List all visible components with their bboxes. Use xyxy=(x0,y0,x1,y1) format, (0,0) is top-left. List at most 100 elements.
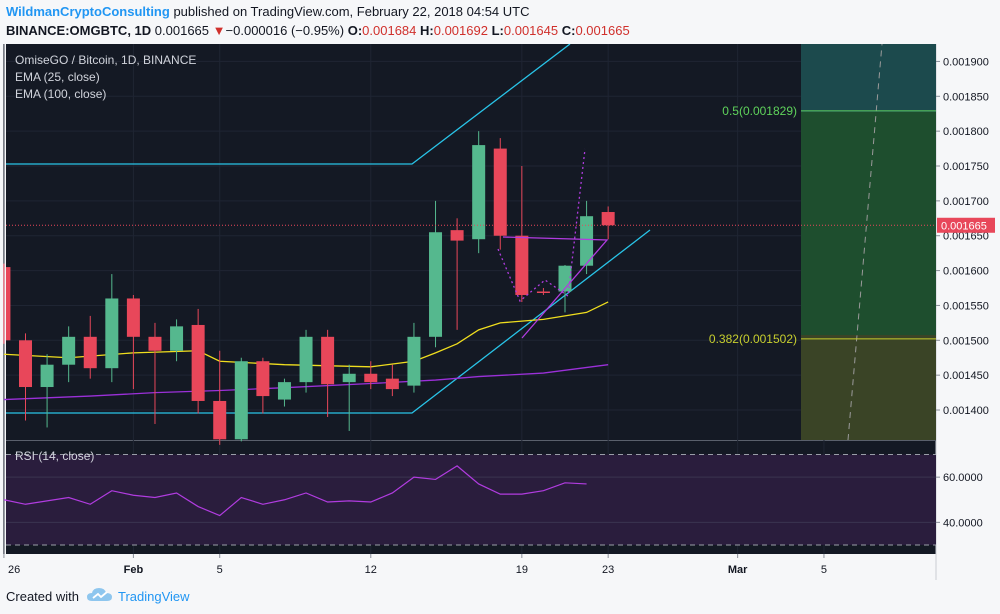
close-label: C: xyxy=(561,23,576,38)
price-change: −0.000016 (−0.95%) xyxy=(225,23,345,38)
publish-info: published on TradingView.com, February 2… xyxy=(173,4,530,19)
wedge-lines[interactable] xyxy=(502,236,609,339)
rsi-indicator: 60.0000 40.0000 xyxy=(3,454,983,546)
channel-upper-line[interactable] xyxy=(6,44,571,165)
projection-dashed-line xyxy=(847,44,883,441)
last-price-tag-text: 0.001665 xyxy=(941,220,987,232)
candle-body xyxy=(385,378,399,390)
candle[interactable] xyxy=(385,364,399,397)
candle[interactable] xyxy=(148,322,162,424)
candle[interactable] xyxy=(342,364,356,431)
legend-title: OmiseGO / Bitcoin, 1D, BINANCE xyxy=(15,53,196,67)
price-tick-label: 0.001800 xyxy=(943,126,989,138)
candle-body xyxy=(407,336,421,386)
price-scale[interactable]: 0.001900 0.001850 0.001800 0.001750 0.001700… xyxy=(936,56,989,417)
candle-body xyxy=(493,148,507,236)
candle[interactable] xyxy=(234,357,248,442)
rsi-legend[interactable]: RSI (14, close) xyxy=(15,449,94,463)
price-tick-label: 0.001650 xyxy=(943,231,989,243)
high-value: 0.001692 xyxy=(433,23,488,38)
time-tick-label: 5 xyxy=(217,564,223,576)
candle[interactable] xyxy=(126,294,140,390)
candle[interactable] xyxy=(256,357,270,414)
candle[interactable] xyxy=(364,361,378,390)
candle-body xyxy=(40,364,54,388)
last-price: 0.001665 xyxy=(154,23,210,38)
candle-body xyxy=(342,373,356,383)
candle[interactable] xyxy=(299,329,313,393)
candle[interactable] xyxy=(40,354,54,428)
price-tick-label: 0.001850 xyxy=(943,91,989,103)
candle-body xyxy=(601,212,615,226)
time-tick-label: 23 xyxy=(602,564,614,576)
legend-ema25[interactable]: EMA (25, close) xyxy=(15,70,100,84)
tradingview-link[interactable]: TradingView xyxy=(118,589,190,604)
price-tick-label: 0.001750 xyxy=(943,161,989,173)
ohlc-line: BINANCE:OMGBTC, 1D 0.001665 ▼−0.000016 (… xyxy=(6,23,630,38)
price-tick-label: 0.001900 xyxy=(943,56,989,68)
author-link[interactable]: WildmanCryptoConsulting xyxy=(6,4,170,19)
candle[interactable] xyxy=(277,378,291,407)
fib-levels: 0.5(0.001829) 0.382(0.001502) xyxy=(709,104,936,346)
price-tick-label: 0.001550 xyxy=(943,300,989,312)
candle[interactable] xyxy=(19,333,32,421)
fib-level-label: 0.5(0.001829) xyxy=(722,104,797,118)
candle[interactable] xyxy=(515,166,529,302)
zone-lower xyxy=(801,335,936,440)
candle[interactable] xyxy=(83,315,97,379)
candle[interactable] xyxy=(536,288,550,295)
time-tick-label: 12 xyxy=(365,564,377,576)
time-tick-label: 26 xyxy=(8,564,20,576)
candle[interactable] xyxy=(3,263,11,344)
candle[interactable] xyxy=(170,319,184,362)
candle[interactable] xyxy=(580,200,594,275)
candle[interactable] xyxy=(62,326,76,383)
candle[interactable] xyxy=(472,131,486,254)
candle-body xyxy=(126,298,140,337)
candle[interactable] xyxy=(407,322,421,393)
wedge-dotted-path[interactable] xyxy=(497,148,586,303)
time-axis[interactable] xyxy=(6,554,936,580)
candle-body xyxy=(515,235,529,295)
candle[interactable] xyxy=(601,206,615,240)
zone-upper xyxy=(801,44,936,112)
time-scale[interactable]: 26 Feb 5 12 19 23 Mar 5 xyxy=(3,554,827,576)
candle-body xyxy=(191,324,205,401)
candle-body xyxy=(472,145,486,240)
price-tick-label: 0.001600 xyxy=(943,266,989,278)
rsi-band-fill xyxy=(6,454,936,545)
open-label: O: xyxy=(347,23,363,38)
high-label: H: xyxy=(420,23,434,38)
price-pane[interactable] xyxy=(6,44,936,440)
candle-body xyxy=(83,336,97,369)
symbol-label[interactable]: BINANCE:OMGBTC, 1D xyxy=(6,23,152,38)
candle[interactable] xyxy=(191,308,205,414)
price-tick-label: 0.001500 xyxy=(943,335,989,347)
rsi-line[interactable] xyxy=(3,465,587,517)
last-price-tag-bg xyxy=(937,217,995,233)
candle[interactable] xyxy=(105,274,119,383)
time-tick-label: Mar xyxy=(728,564,748,576)
last-price-tag: 0.001665 xyxy=(937,217,995,233)
candle-body xyxy=(364,373,378,383)
candle-body xyxy=(299,336,313,383)
candle[interactable] xyxy=(321,329,335,417)
candle-body xyxy=(536,291,550,293)
candle-body xyxy=(321,336,335,385)
chart-legend: OmiseGO / Bitcoin, 1D, BINANCE EMA (25, … xyxy=(15,53,196,463)
price-tick-label: 0.001700 xyxy=(943,196,989,208)
tradingview-cloud-icon[interactable] xyxy=(86,586,114,606)
candle-body xyxy=(148,336,162,351)
candle[interactable] xyxy=(450,218,464,330)
candle-body xyxy=(580,216,594,266)
wedge-pattern xyxy=(497,148,609,339)
candle[interactable] xyxy=(493,138,507,250)
legend-ema100[interactable]: EMA (100, close) xyxy=(15,87,106,101)
time-tick-label: 19 xyxy=(516,564,528,576)
candle-body xyxy=(62,336,76,365)
chart-area[interactable]: 0.5(0.001829)0.382(0.001502) 0.0019000.0… xyxy=(0,44,1000,580)
candle[interactable] xyxy=(213,350,227,445)
candle-body xyxy=(234,361,248,440)
rsi-tick-label: 40.0000 xyxy=(943,517,983,529)
candle-body xyxy=(19,340,32,388)
